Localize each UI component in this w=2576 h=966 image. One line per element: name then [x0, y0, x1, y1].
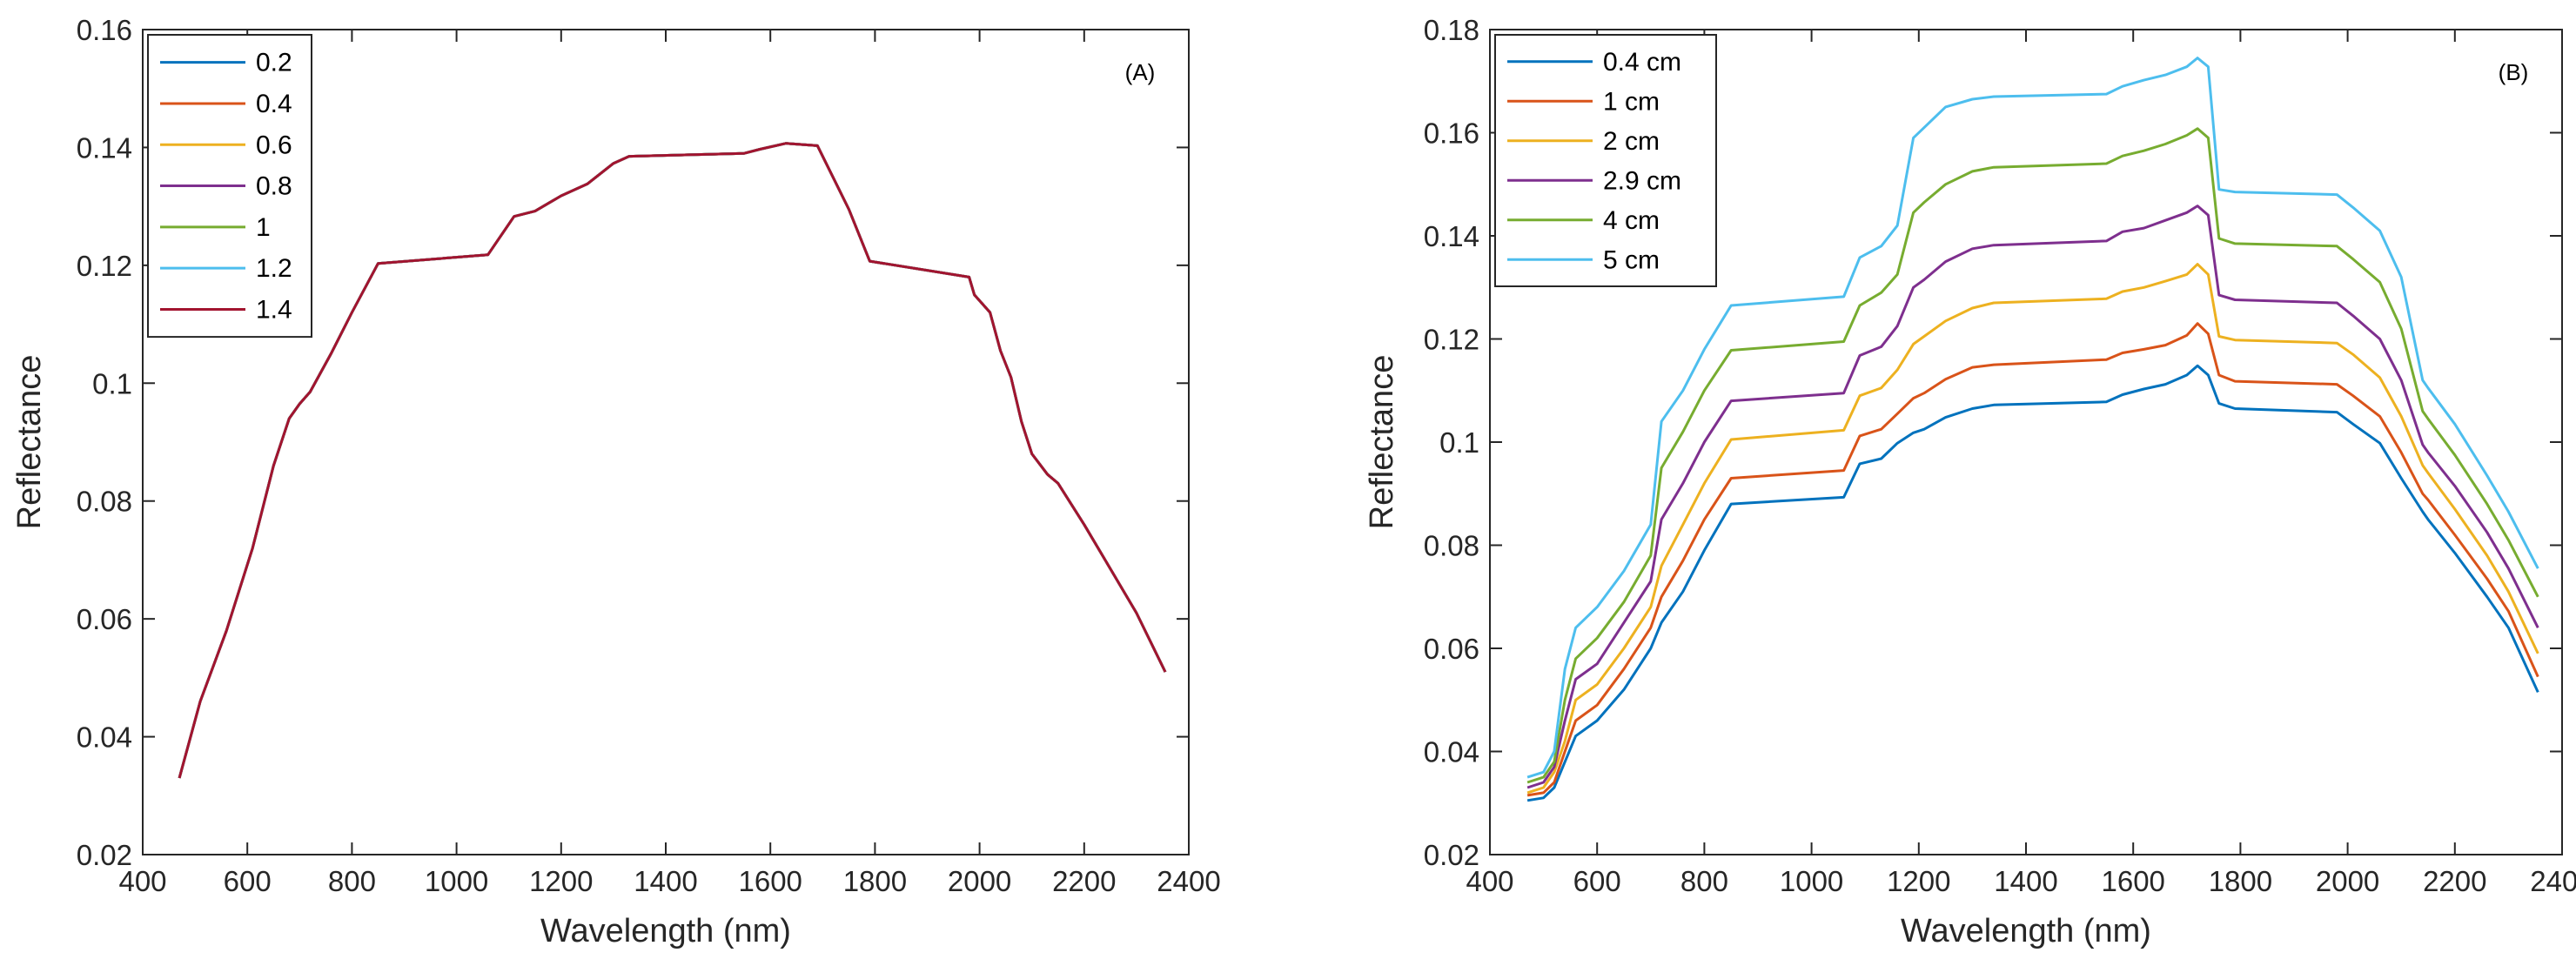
y-tick-label: 0.02: [1424, 839, 1479, 871]
legend: 0.4 cm 1 cm 2 cm 2.9 cm 4 cm 5 cm: [1494, 34, 1717, 287]
x-tick-label: 1600: [738, 865, 802, 897]
panel-label: (A): [1125, 59, 1156, 85]
y-tick-label: 0.16: [77, 14, 132, 46]
legend-entry: 2 cm: [1603, 127, 1660, 156]
series-line-a-1: [178, 142, 1167, 779]
x-tick-label: 600: [224, 865, 272, 897]
series-line-b-4: [1526, 127, 2539, 784]
y-tick-label: 0.04: [77, 721, 132, 754]
x-tick-label: 1000: [425, 865, 488, 897]
x-tick-label: 800: [328, 865, 376, 897]
series-line-b-0: [1526, 364, 2539, 802]
x-axis-label: Wavelength (nm): [540, 913, 791, 949]
legend-entry: 1: [256, 213, 271, 242]
x-tick-label: 1800: [843, 865, 907, 897]
legend: 0.2 0.4 0.6 0.8 1 1.2 1.4: [147, 34, 312, 339]
y-tick-label: 0.08: [1424, 530, 1479, 562]
x-tick-label: 2000: [2316, 865, 2379, 897]
y-tick-label: 0.14: [1424, 220, 1479, 252]
x-tick-label: 1000: [1780, 865, 1843, 897]
series-line-b-5: [1526, 57, 2539, 779]
series-line-b-3: [1526, 205, 2539, 789]
y-tick-label: 0.16: [1424, 117, 1479, 150]
series-line-a-0: [178, 142, 1167, 779]
series-line-b-2: [1526, 263, 2539, 795]
chart-a: 400 600 800 1000 1200 1400 1600 1800 2000 2200 240…: [11, 14, 1221, 949]
x-tick-label: 800: [1680, 865, 1728, 897]
x-tick-label: 400: [1466, 865, 1513, 897]
series-line-a-5: [178, 142, 1167, 779]
x-tick-label: 1600: [2101, 865, 2164, 897]
y-tick-label: 0.12: [1424, 324, 1479, 356]
legend-entry: 0.2: [256, 49, 292, 77]
x-tick-label: 1400: [1994, 865, 2057, 897]
legend-entry: 0.6: [256, 131, 292, 159]
x-tick-label: 600: [1573, 865, 1621, 897]
y-tick-label: 0.06: [1424, 633, 1479, 665]
x-tick-label: 2400: [1157, 865, 1220, 897]
y-tick-label: 0.08: [77, 486, 132, 518]
x-tick-label: 2400: [2530, 865, 2576, 897]
x-tick-label: 1200: [529, 865, 593, 897]
x-tick-label: 1800: [2209, 865, 2272, 897]
x-tick-label: 1200: [1887, 865, 1950, 897]
series-group: [1526, 57, 2539, 802]
x-tick-label: 1400: [634, 865, 697, 897]
series-line-b-1: [1526, 322, 2539, 797]
y-tick-label: 0.1: [92, 367, 132, 399]
series-line-a-3: [178, 142, 1167, 779]
series-line-a-6: [178, 142, 1167, 779]
y-tick-label: 0.06: [77, 603, 132, 635]
y-tick-label: 0.14: [77, 131, 132, 164]
legend-entry: 1.4: [256, 295, 292, 324]
legend-entry: 4 cm: [1603, 206, 1660, 235]
y-tick-label: 0.12: [77, 250, 132, 282]
y-tick-label: 0.1: [1439, 426, 1479, 459]
chart-b: 400 600 800 1000 1200 1400 1600 1800 2000 2200 240…: [1364, 14, 2576, 949]
y-tick-label: 0.18: [1424, 14, 1479, 46]
x-tick-label: 400: [118, 865, 166, 897]
legend-entry: 0.8: [256, 172, 292, 201]
y-tick-label: 0.04: [1424, 736, 1479, 768]
x-tick-label: 2000: [948, 865, 1011, 897]
panel-label: (B): [2499, 59, 2529, 85]
legend-entry: 0.4 cm: [1603, 48, 1681, 77]
y-tick-label: 0.02: [77, 839, 132, 871]
y-axis-label: Reflectance: [1364, 355, 1400, 530]
legend-entry: 5 cm: [1603, 245, 1660, 274]
y-axis-label: Reflectance: [11, 355, 48, 530]
legend-entry: 2.9 cm: [1603, 166, 1681, 195]
legend-entry: 0.4: [256, 90, 292, 118]
x-axis-label: Wavelength (nm): [1901, 913, 2151, 949]
series-line-a-4: [178, 142, 1167, 779]
x-tick-label: 2200: [1052, 865, 1116, 897]
x-tick-label: 2200: [2423, 865, 2486, 897]
series-line-a-2: [178, 142, 1167, 779]
series-group: [178, 142, 1167, 779]
legend-entry: 1.2: [256, 254, 292, 283]
legend-entry: 1 cm: [1603, 87, 1660, 116]
legend-box: [1494, 34, 1717, 287]
